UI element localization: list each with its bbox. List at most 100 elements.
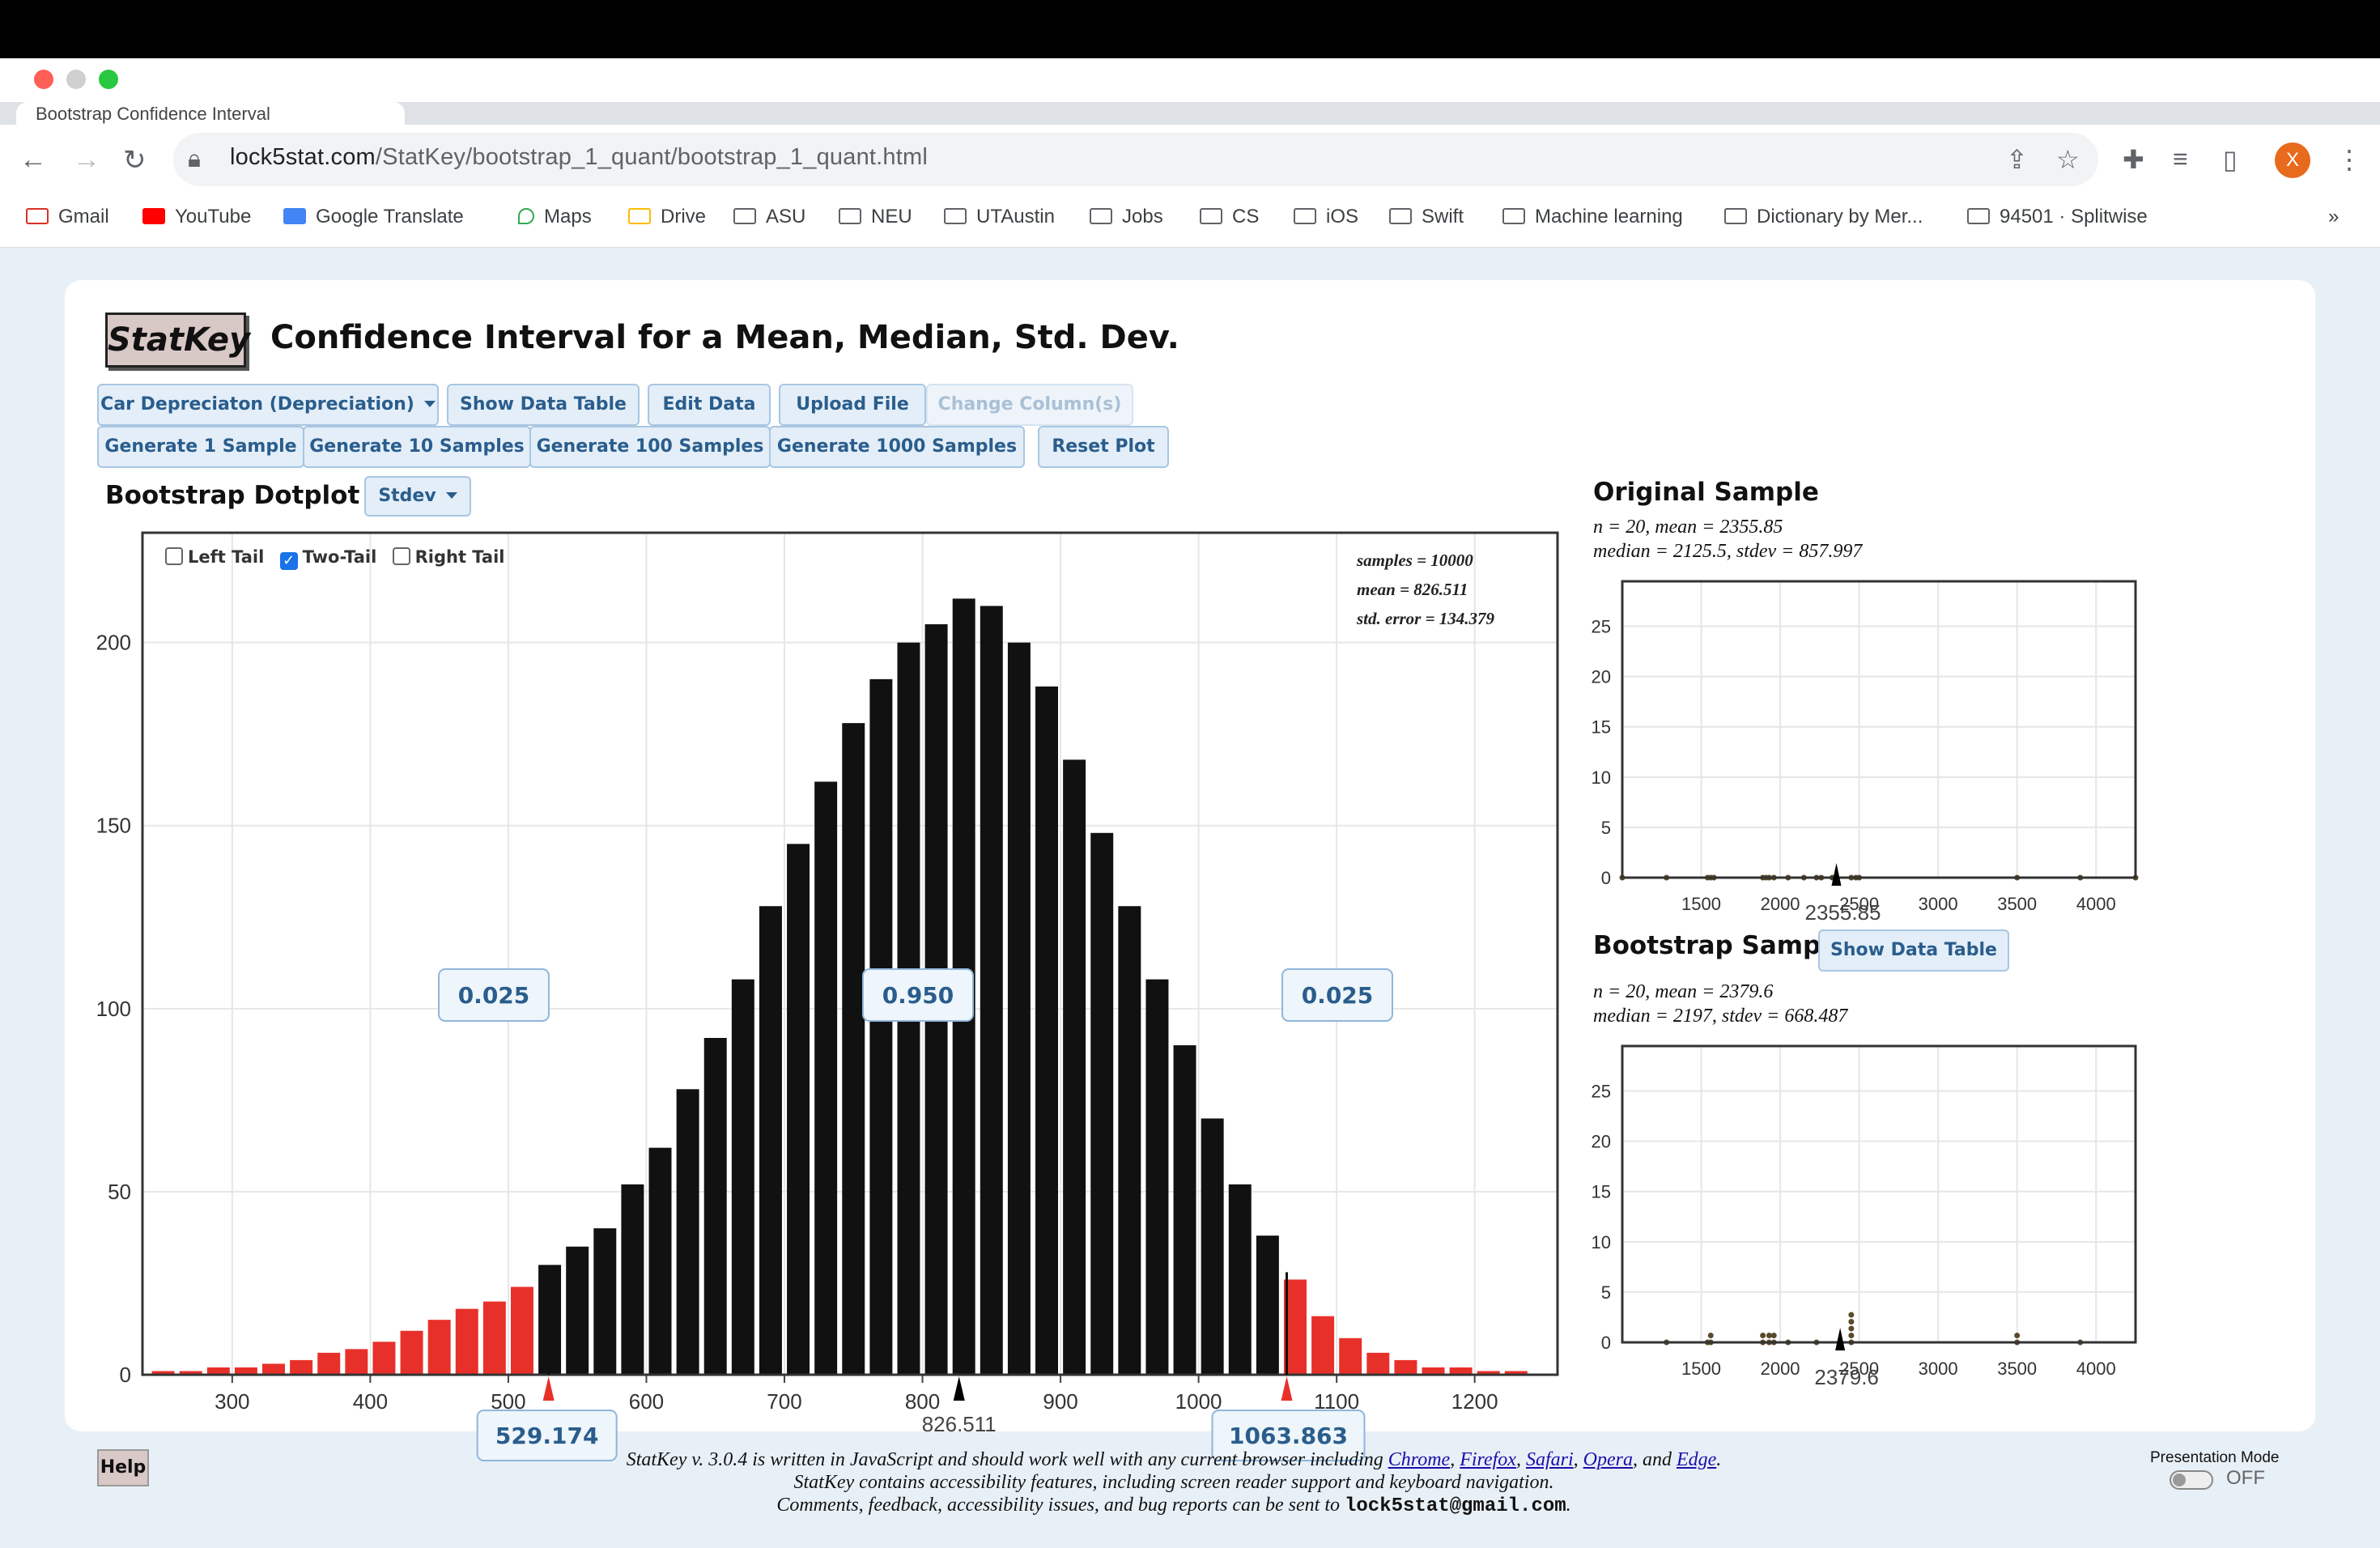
generate-1-sample-button[interactable]: Generate 1 Sample <box>97 426 304 468</box>
folder-icon <box>733 208 756 224</box>
site-favicon-icon <box>283 208 306 224</box>
right-tail-label: Right Tail <box>414 547 505 567</box>
histogram-bar <box>482 1301 506 1375</box>
site-favicon-icon <box>142 208 165 224</box>
close-window-icon[interactable] <box>34 70 53 89</box>
original-sample-plot-x-tick-label: 2500 <box>1839 894 1879 914</box>
reset-plot-button[interactable]: Reset Plot <box>1038 426 1169 468</box>
two-tail-label: Two-Tail <box>302 547 377 567</box>
histogram-bar <box>1422 1367 1445 1375</box>
right-tail-checkbox[interactable] <box>392 547 410 565</box>
histogram-bar <box>1477 1371 1500 1375</box>
proportion-middle[interactable]: 0.950 <box>862 968 974 1022</box>
upper-bound-marker <box>1281 1376 1293 1401</box>
folder-icon <box>1294 208 1316 224</box>
site-favicon-icon <box>518 208 534 224</box>
bookmark-utaustin[interactable]: UTAustin <box>944 206 1055 228</box>
bookmark-youtube[interactable]: YouTube <box>142 206 251 228</box>
generate-100-samples-button[interactable]: Generate 100 Samples <box>529 426 771 468</box>
x-tick-label: 300 <box>215 1389 249 1414</box>
reload-icon[interactable]: ↻ <box>123 145 147 176</box>
forward-icon[interactable]: → <box>73 144 100 175</box>
histogram-bar <box>1449 1367 1473 1375</box>
bookmark-swift[interactable]: Swift <box>1389 206 1464 228</box>
profile-avatar[interactable]: X <box>2275 142 2310 178</box>
bookmark-google-translate[interactable]: Google Translate <box>283 206 464 228</box>
bootstrap-sample-plot-data-point <box>1770 1333 1777 1338</box>
upper-bound[interactable]: 1063.863 <box>1211 1410 1366 1461</box>
upper-bound-box <box>1211 1410 1366 1461</box>
x-tick-label: 900 <box>1043 1389 1077 1414</box>
bookmark-asu[interactable]: ASU <box>733 206 805 228</box>
address-bar[interactable] <box>173 133 2098 186</box>
bootstrap-stats-line2: median = 2197, stdev = 668.487 <box>1593 1006 1848 1027</box>
bookmark-gmail[interactable]: Gmail <box>26 206 109 228</box>
extensions-icon[interactable]: ✚ <box>2123 145 2144 174</box>
bookmark-94501-splitwise[interactable]: 94501 · Splitwise <box>1967 206 2148 228</box>
back-icon[interactable]: ← <box>19 144 47 175</box>
presentation-mode-label: Presentation Mode <box>2150 1449 2280 1466</box>
statistic-dropdown[interactable]: Stdev <box>364 476 471 517</box>
bookmark-drive[interactable]: Drive <box>628 206 706 228</box>
histogram-bar <box>1311 1316 1335 1375</box>
share-icon[interactable]: ⇪ <box>2006 145 2028 174</box>
left-tail-checkbox[interactable] <box>165 547 183 565</box>
media-icon[interactable]: ≡ <box>2173 144 2188 173</box>
page-title: Confidence Interval for a Mean, Median, … <box>270 319 1179 356</box>
lower-bound-marker <box>542 1376 555 1401</box>
chrome-link[interactable]: Chrome <box>1388 1449 1451 1470</box>
safari-link[interactable]: Safari <box>1525 1449 1574 1470</box>
side-panel-icon[interactable]: ▯ <box>2223 145 2238 174</box>
folder-icon <box>1502 208 1525 224</box>
y-tick-label: 150 <box>96 814 131 838</box>
lower-bound[interactable]: 529.174 <box>476 1410 618 1461</box>
bootstrap-sample-plot-y-tick-label: 0 <box>1601 1333 1611 1353</box>
original-stats-line2: median = 2125.5, stdev = 857.997 <box>1593 541 1863 562</box>
summary-stats: samples = 10000 mean = 826.511 std. erro… <box>1357 546 1494 633</box>
opera-link[interactable]: Opera <box>1583 1449 1633 1470</box>
lower-bound-box <box>476 1410 618 1461</box>
bookmark-cs[interactable]: CS <box>1200 206 1259 228</box>
edit-data-button[interactable]: Edit Data <box>648 384 771 426</box>
generate-10-samples-button[interactable]: Generate 10 Samples <box>303 426 531 468</box>
firefox-link[interactable]: Firefox <box>1460 1449 1516 1470</box>
bootstrap-sample-plot-x-tick-label: 3500 <box>1997 1359 2037 1379</box>
change-columns-button[interactable]: Change Column(s) <box>926 384 1133 426</box>
tab-title: Bootstrap Confidence Interval <box>36 104 270 124</box>
bookmark-dictionary-by-mer[interactable]: Dictionary by Mer... <box>1724 206 1923 228</box>
menu-icon[interactable]: ⋮ <box>2336 145 2362 174</box>
upload-file-button[interactable]: Upload File <box>779 384 926 426</box>
presentation-mode-toggle[interactable] <box>2170 1470 2213 1490</box>
proportion-right[interactable]: 0.025 <box>1281 968 1393 1022</box>
browser-tab[interactable]: Bootstrap Confidence Interval <box>16 102 405 126</box>
bookmark-machine-learning[interactable]: Machine learning <box>1502 206 1683 228</box>
contact-email[interactable]: lock5stat@gmail.com <box>1345 1495 1566 1517</box>
two-tail-checkbox[interactable]: ✓ <box>279 552 298 570</box>
original-sample-plot-x-tick-label: 4000 <box>2076 894 2116 914</box>
bookmark-star-icon[interactable]: ☆ <box>2056 145 2080 174</box>
help-button[interactable]: Help <box>97 1449 149 1486</box>
bookmark-jobs[interactable]: Jobs <box>1090 206 1163 228</box>
url-text[interactable]: lock5stat.com/StatKey/bootstrap_1_quant/… <box>230 144 928 171</box>
bootstrap-sample-plot-y-tick-label: 5 <box>1601 1282 1611 1303</box>
show-data-table-button[interactable]: Show Data Table <box>447 384 640 426</box>
bookmark-ios[interactable]: iOS <box>1294 206 1358 228</box>
histogram-bar <box>345 1349 368 1375</box>
original-sample-plot-y-tick-label: 0 <box>1601 868 1611 888</box>
edge-link[interactable]: Edge <box>1676 1449 1717 1470</box>
histogram-bar <box>1339 1337 1362 1375</box>
site-favicon-icon <box>1724 208 1747 224</box>
bookmark-neu[interactable]: NEU <box>839 206 912 228</box>
generate-1000-samples-button[interactable]: Generate 1000 Samples <box>769 426 1025 468</box>
proportion-left[interactable]: 0.025 <box>438 968 550 1022</box>
maximize-window-icon[interactable] <box>99 70 118 89</box>
bootstrap-show-data-table-button[interactable]: Show Data Table <box>1818 929 2009 972</box>
histogram-bar <box>869 678 893 1375</box>
bootstrap-sample-plot-frame <box>1621 1044 2137 1344</box>
url-host: lock5stat.com <box>230 144 376 170</box>
bookmark-maps[interactable]: Maps <box>518 206 592 228</box>
minimize-window-icon[interactable] <box>66 70 86 89</box>
dataset-dropdown[interactable]: Car Depreciaton (Depreciation) <box>97 384 439 426</box>
more-bookmarks-icon[interactable]: » <box>2328 206 2340 228</box>
x-tick-label: 600 <box>629 1389 664 1414</box>
